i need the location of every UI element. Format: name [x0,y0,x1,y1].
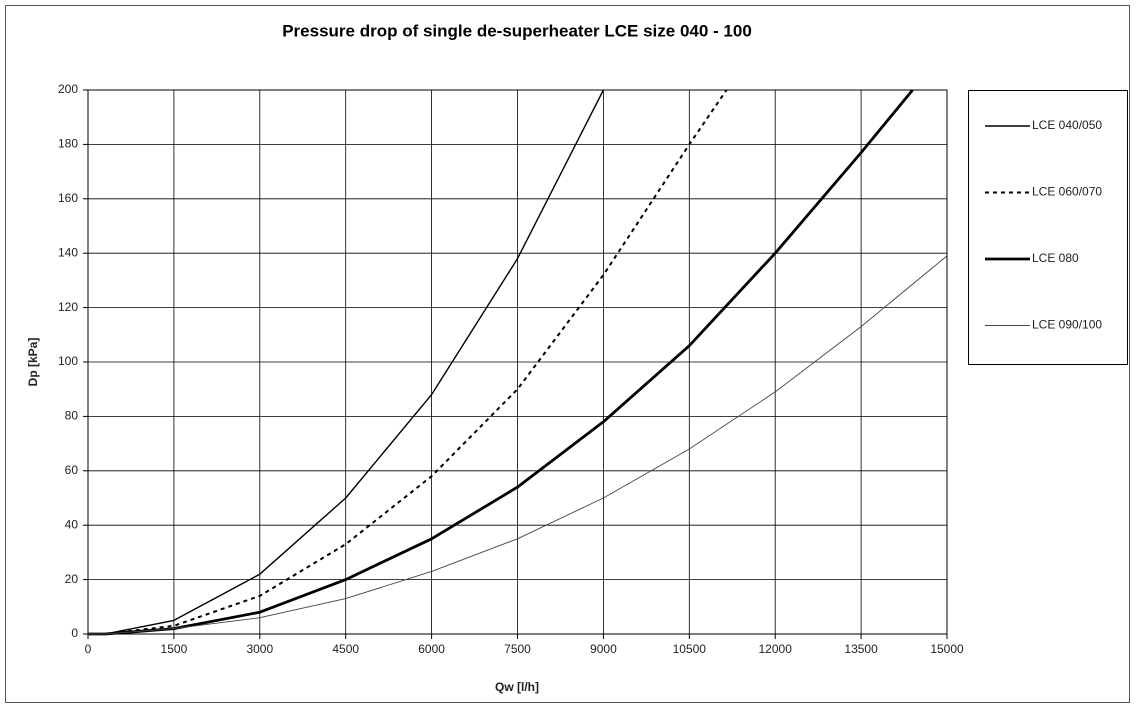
x-tick-label: 13500 [844,642,878,656]
y-tick-label: 80 [65,409,79,423]
y-tick-label: 20 [65,572,79,586]
y-tick-label: 140 [58,245,78,259]
plot-border [87,89,948,635]
series-line [88,255,948,635]
x-tick-label: 12000 [759,642,793,656]
legend-label: LCE 090/100 [1032,318,1102,332]
legend-label: LCE 060/070 [1032,185,1102,199]
x-tick-label: 3000 [246,642,273,656]
x-tick-label: 0 [85,642,92,656]
y-axis-label: Dp [kPa] [26,338,40,387]
chart-title: Pressure drop of single de-superheater L… [282,21,752,40]
x-tick-label: 7500 [504,642,531,656]
y-tick-label: 60 [65,463,79,477]
y-tick-label: 40 [65,517,79,531]
x-tick-label: 9000 [590,642,617,656]
y-tick-label: 180 [58,137,78,151]
x-tick-label: 1500 [161,642,188,656]
y-tick-label: 120 [58,300,78,314]
legend-box [968,90,1128,365]
x-tick-label: 6000 [418,642,445,656]
y-tick-label: 100 [58,354,78,368]
x-tick-label: 10500 [673,642,707,656]
y-tick-label: 0 [71,626,78,640]
frame [5,5,1130,703]
y-tick-label: 200 [58,82,78,96]
legend-label: LCE 080 [1032,251,1079,265]
y-tick-label: 160 [58,191,78,205]
x-axis-label: Qw [l/h] [495,680,539,694]
x-tick-label: 15000 [930,642,964,656]
legend-label: LCE 040/050 [1032,118,1102,132]
x-tick-label: 4500 [332,642,359,656]
